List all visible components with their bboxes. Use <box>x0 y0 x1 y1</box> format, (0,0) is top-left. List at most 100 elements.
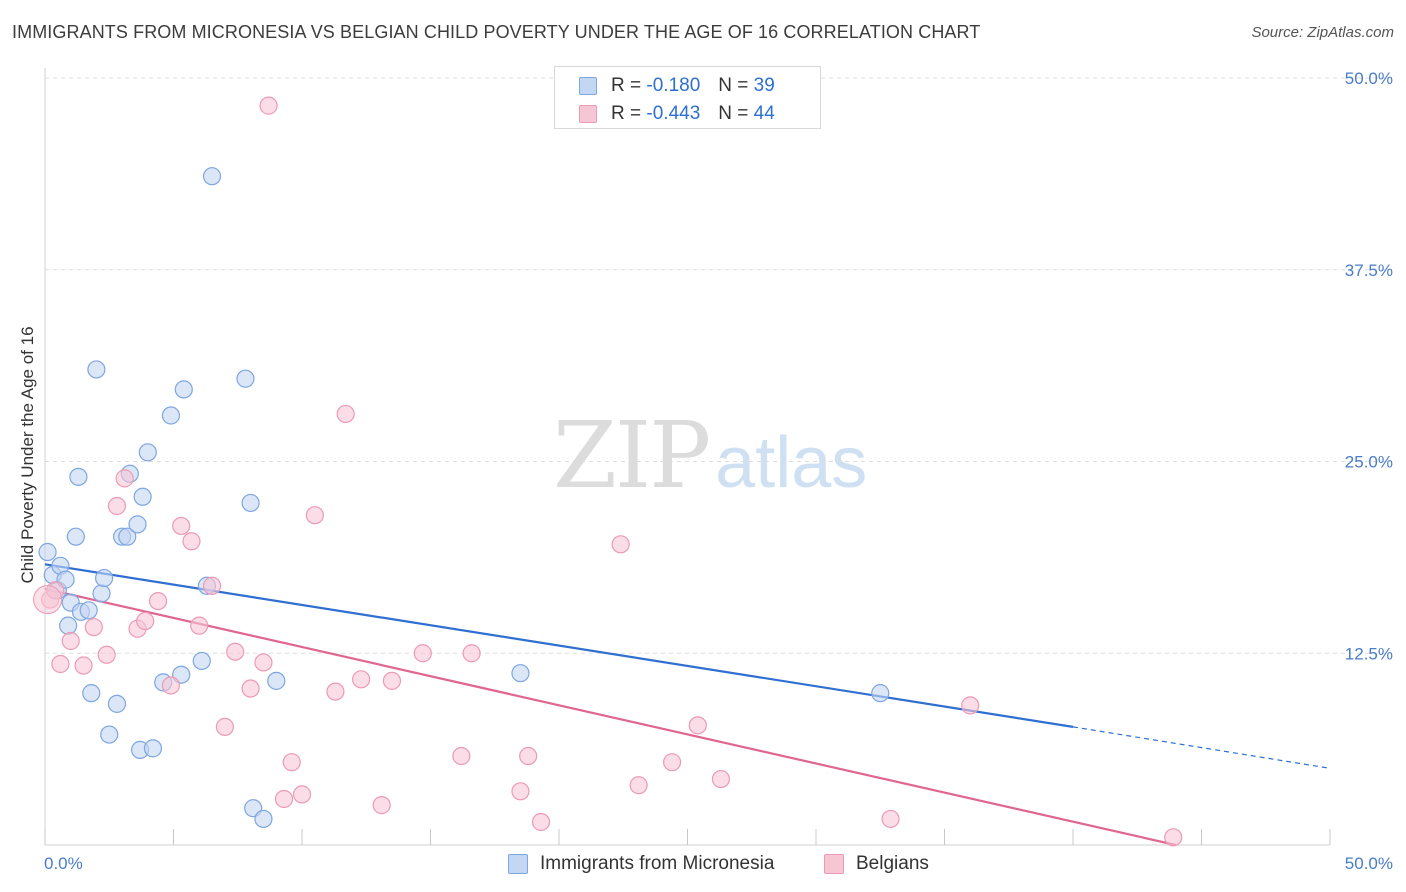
watermark-zip: ZIP <box>553 402 711 509</box>
bottom-legend-swatch-pink <box>824 854 844 874</box>
axes <box>44 68 1331 846</box>
data-points <box>33 96 1183 847</box>
point-belgians <box>531 812 551 832</box>
point-micronesia <box>267 671 286 690</box>
point-micronesia <box>143 739 163 758</box>
point-belgians <box>61 631 80 651</box>
point-belgians <box>511 782 530 801</box>
legend-row-micronesia: R = -0.180 N = 39 <box>579 74 775 98</box>
point-micronesia <box>511 664 530 683</box>
legend-r-value: -0.443 <box>646 103 701 124</box>
point-belgians <box>326 682 345 701</box>
point-belgians <box>372 796 391 815</box>
watermark: ZIPatlas <box>553 402 867 509</box>
x-tick-label: 0.0% <box>44 854 83 873</box>
point-belgians <box>462 644 481 663</box>
point-belgians <box>115 469 134 488</box>
point-belgians <box>1164 828 1183 847</box>
point-belgians <box>452 746 471 766</box>
point-micronesia <box>100 725 119 744</box>
point-belgians <box>352 670 371 689</box>
point-micronesia <box>192 651 211 671</box>
point-belgians <box>51 654 70 674</box>
point-belgians <box>292 785 312 804</box>
point-belgians-large <box>33 585 63 615</box>
point-micronesia <box>95 568 114 588</box>
trend-line-micronesia-extension <box>1072 726 1331 769</box>
chart-title: IMMIGRANTS FROM MICRONESIA VS BELGIAN CH… <box>12 22 981 42</box>
point-belgians <box>413 644 432 663</box>
point-belgians <box>336 404 355 424</box>
y-tick-label: 37.5% <box>1345 261 1393 280</box>
point-micronesia <box>202 167 222 186</box>
point-belgians <box>172 516 191 536</box>
point-belgians <box>688 716 707 735</box>
point-belgians <box>254 653 273 672</box>
legend-n-label: N = <box>718 103 749 124</box>
bottom-legend-label: Immigrants from Micronesia <box>540 853 775 874</box>
tick-labels: 12.5% 25.0% 37.5% 50.0% 0.0% 50.0% Child Pover… <box>18 69 1393 873</box>
point-belgians <box>182 532 201 551</box>
point-belgians <box>282 753 301 772</box>
legend-r-label: R = <box>611 75 642 96</box>
point-micronesia <box>871 684 890 703</box>
point-micronesia <box>254 809 273 829</box>
bottom-legend-label: Belgians <box>856 853 929 874</box>
y-axis-title: Child Poverty Under the Age of 16 <box>18 326 37 583</box>
legend-swatch-pink <box>579 105 597 123</box>
point-belgians <box>161 676 181 695</box>
point-belgians <box>226 642 245 661</box>
point-belgians <box>305 506 324 525</box>
point-belgians <box>215 717 234 736</box>
point-belgians <box>148 591 168 611</box>
point-micronesia <box>59 616 78 635</box>
point-belgians <box>190 616 209 635</box>
point-belgians <box>662 753 682 772</box>
point-belgians <box>629 776 648 795</box>
trend-lines <box>44 563 1331 847</box>
point-micronesia <box>92 584 111 603</box>
point-belgians <box>107 496 127 516</box>
point-micronesia <box>79 601 98 620</box>
correlation-legend: R = -0.180 N = 39 R = -0.443 N = 44 <box>554 66 821 129</box>
point-belgians <box>519 746 538 766</box>
point-micronesia <box>138 443 157 462</box>
legend-swatch-blue <box>579 77 597 95</box>
point-belgians <box>241 679 260 698</box>
bottom-legend-belgians: Belgians <box>824 852 929 876</box>
point-micronesia <box>161 406 181 425</box>
trend-line-belgians <box>44 587 1177 847</box>
legend-r-value: -0.180 <box>646 75 701 96</box>
legend-row-belgians: R = -0.443 N = 44 <box>579 102 775 126</box>
point-micronesia <box>128 515 147 534</box>
point-belgians <box>74 656 93 675</box>
x-tick-label: 50.0% <box>1345 854 1393 873</box>
point-micronesia <box>241 493 260 513</box>
watermark-atlas: atlas <box>715 423 868 503</box>
grid-lines <box>45 77 1392 654</box>
bottom-legend-swatch-blue <box>508 854 528 874</box>
point-belgians <box>274 789 294 809</box>
legend-n-value: 44 <box>753 103 775 124</box>
point-belgians <box>259 96 278 115</box>
point-micronesia <box>133 487 152 506</box>
point-belgians <box>881 809 900 829</box>
y-tick-label: 12.5% <box>1345 644 1393 663</box>
legend-r-label: R = <box>611 103 642 124</box>
point-belgians <box>611 535 630 554</box>
y-tick-label: 50.0% <box>1345 69 1393 88</box>
point-micronesia <box>69 467 88 486</box>
y-tick-label: 25.0% <box>1345 453 1393 472</box>
point-micronesia <box>118 527 137 546</box>
point-micronesia <box>107 694 127 713</box>
source-label: Source: ZipAtlas.com <box>1251 24 1394 41</box>
point-micronesia <box>174 380 193 399</box>
legend-n-label: N = <box>718 75 749 96</box>
point-belgians <box>711 769 731 789</box>
point-belgians <box>202 576 222 595</box>
bottom-legend-micronesia: Immigrants from Micronesia <box>508 852 774 876</box>
point-micronesia <box>87 360 106 379</box>
point-micronesia <box>38 542 57 562</box>
point-micronesia <box>66 527 85 546</box>
